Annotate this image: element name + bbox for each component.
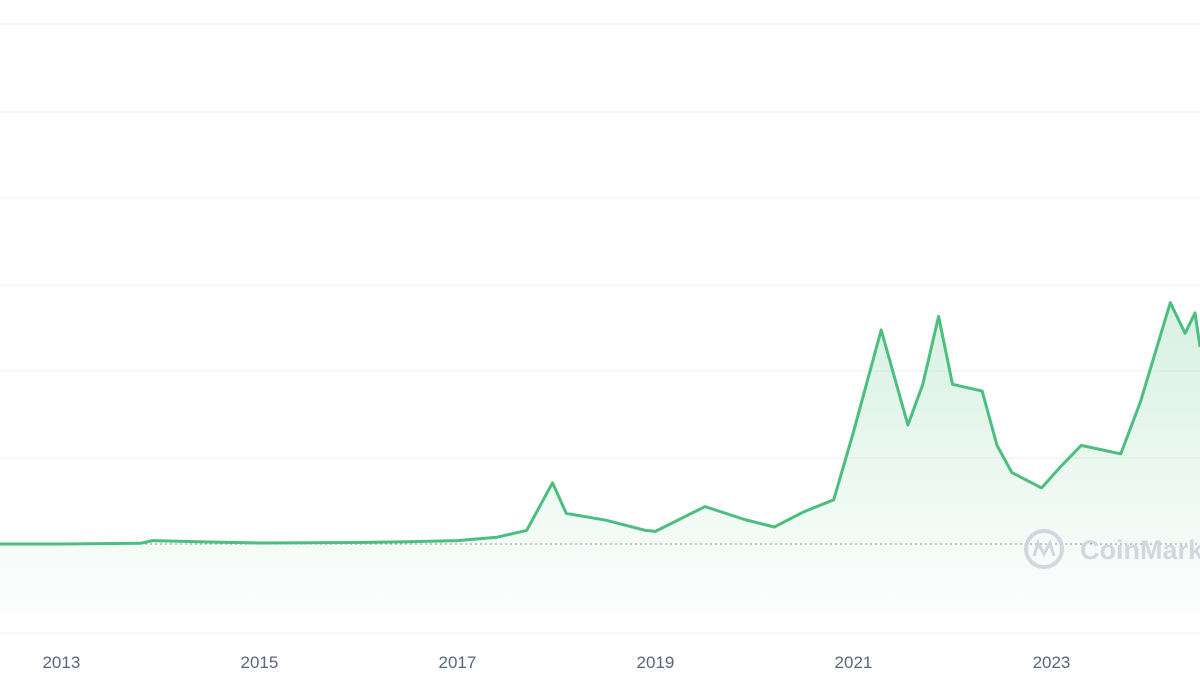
logo-mark <box>1032 539 1056 558</box>
x-tick-label: 2023 <box>1033 653 1071 672</box>
x-tick-label: 2017 <box>439 653 477 672</box>
x-tick-label: 2019 <box>637 653 675 672</box>
line <box>0 301 1200 546</box>
watermark-text: CoinMarketCap <box>1080 535 1200 565</box>
x-tick-label: 2021 <box>835 653 873 672</box>
watermark: CoinMarketCap <box>1024 529 1200 569</box>
x-tick-label: 2015 <box>240 653 278 672</box>
area <box>0 302 1200 633</box>
x-tick-label: 2013 <box>42 653 80 672</box>
logo <box>1024 529 1064 569</box>
